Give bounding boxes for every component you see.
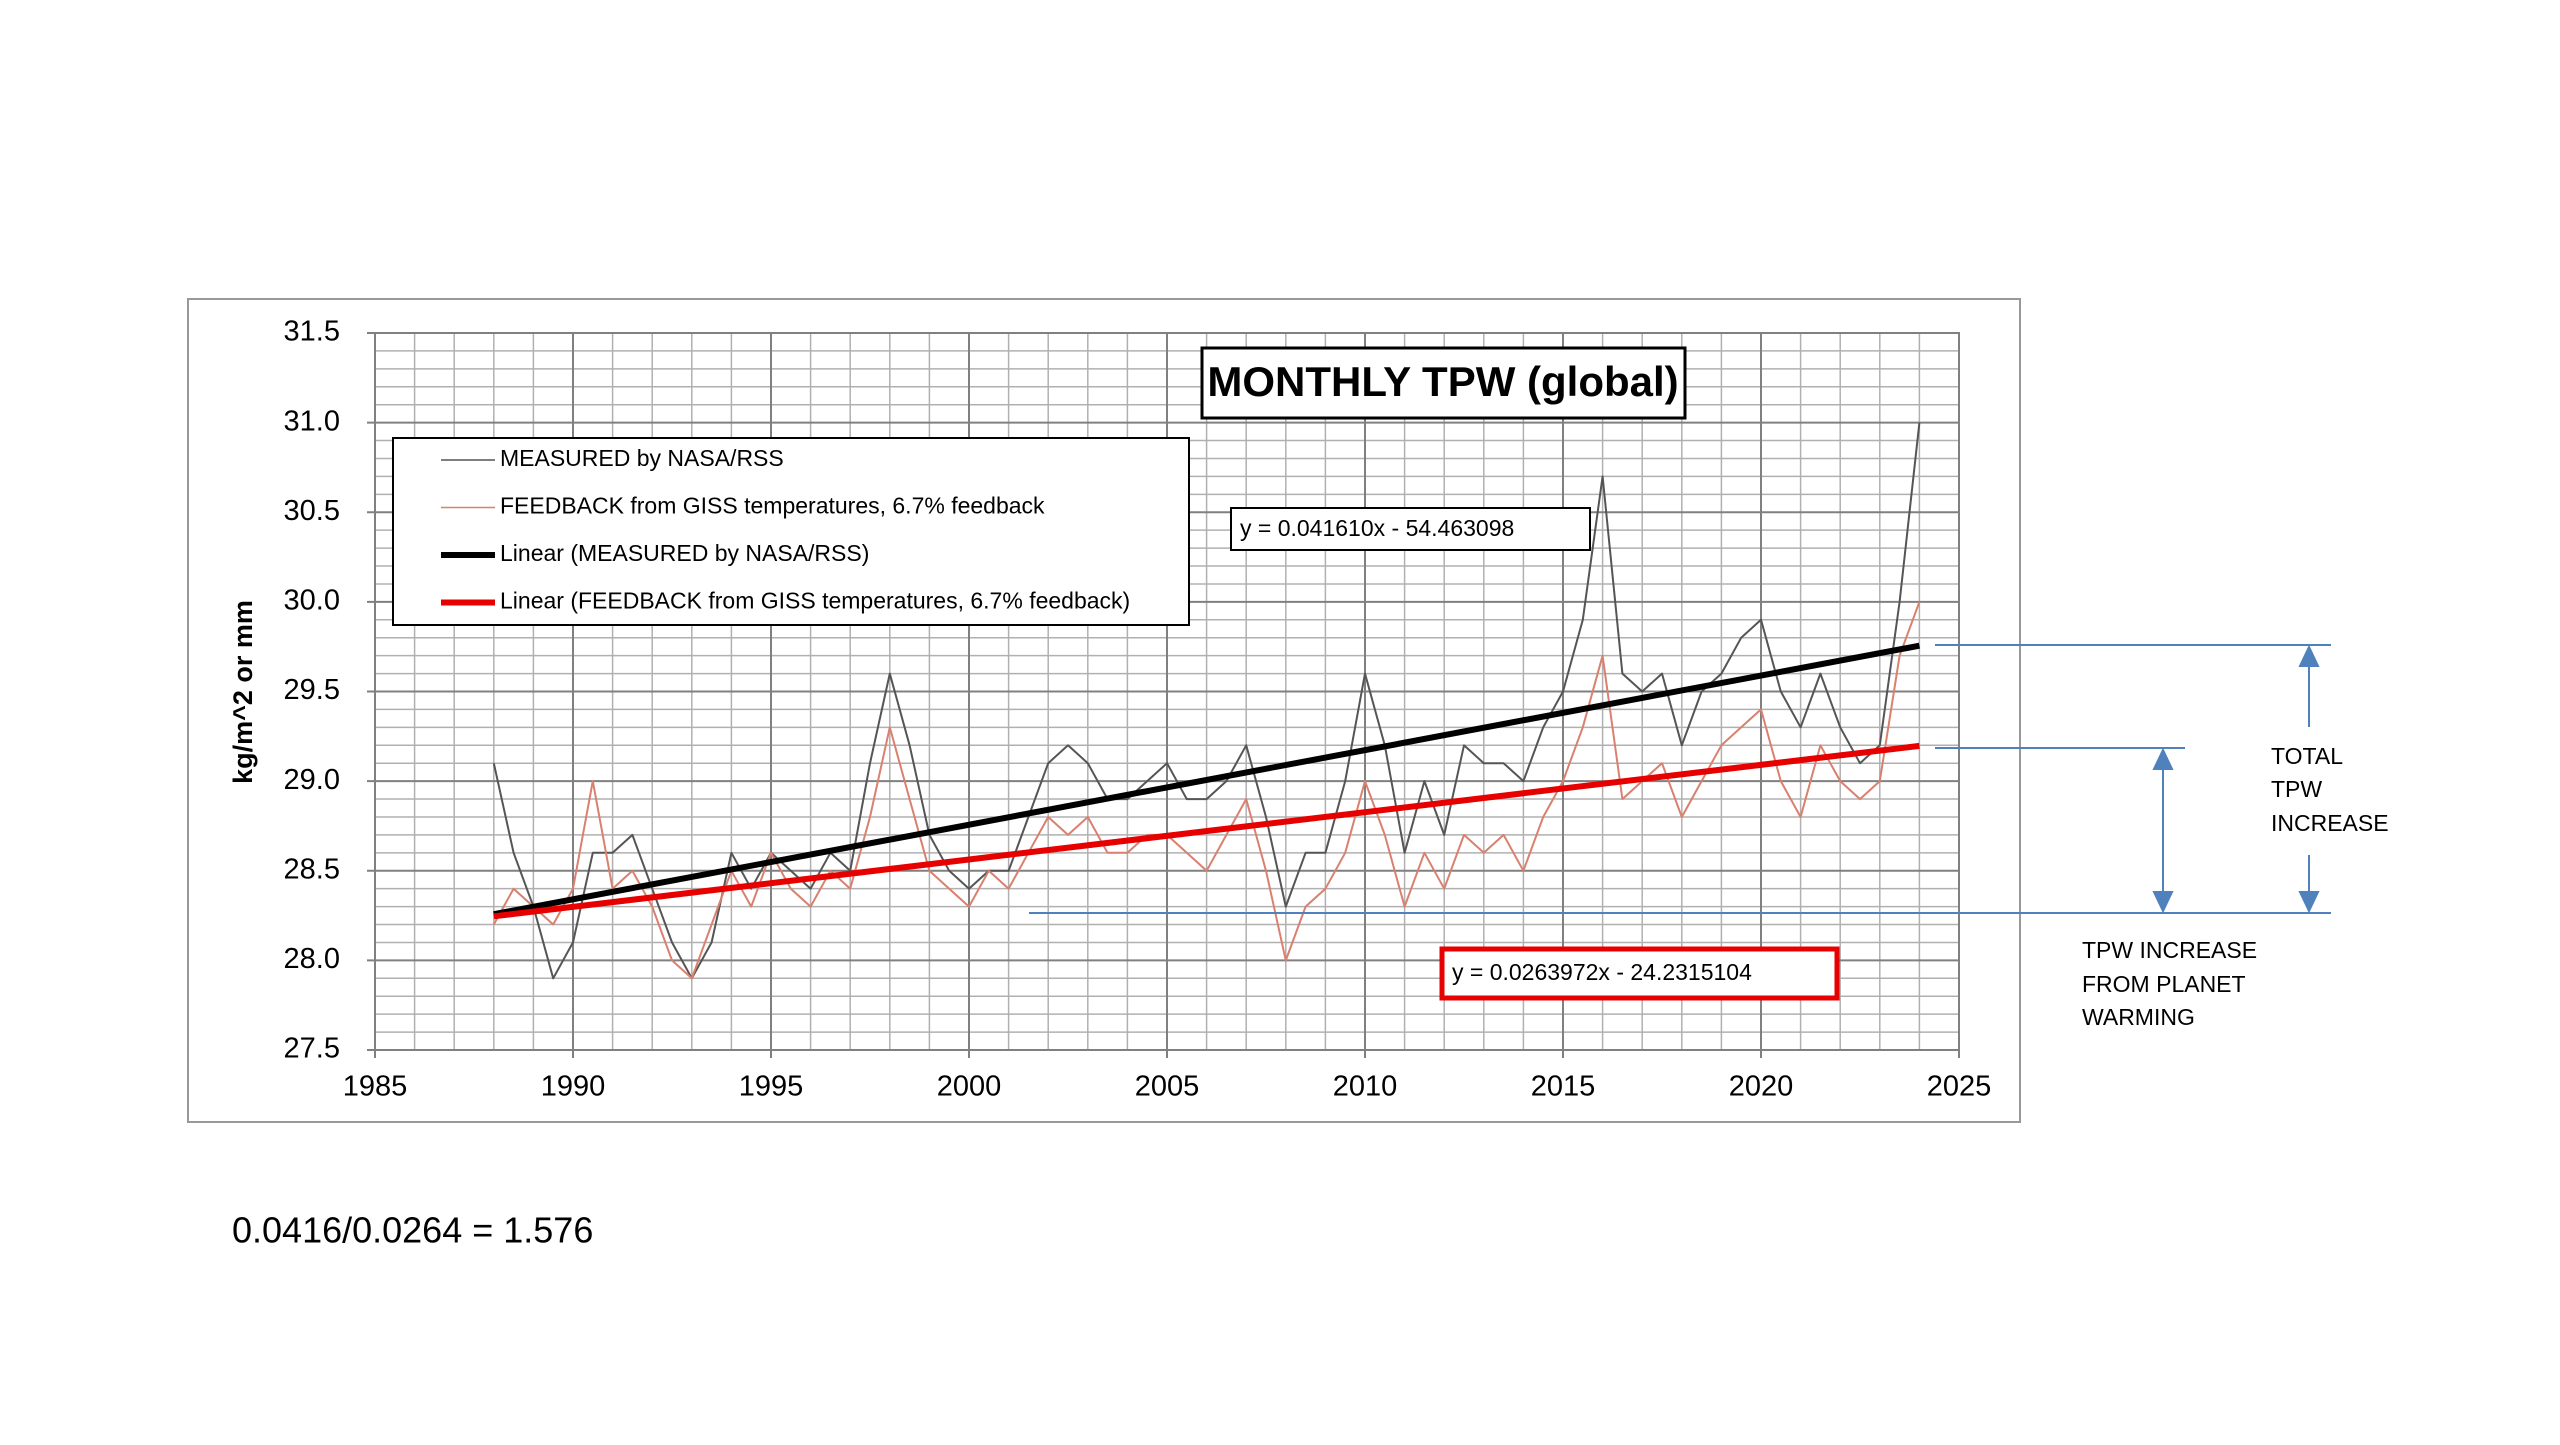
equation-box — [1230, 507, 1591, 551]
trend-line — [493, 642, 1920, 918]
x-tick-label: 2000 — [937, 1071, 1002, 1103]
x-tick-label: 2020 — [1729, 1071, 1794, 1103]
x-tick-label: 1985 — [343, 1071, 408, 1103]
title-box — [1200, 346, 1687, 420]
y-tick-label: 28.5 — [284, 853, 340, 885]
arrow-head — [2152, 891, 2174, 914]
arrow-head — [2298, 644, 2320, 667]
side-note: TPW INCREASE — [2082, 937, 2257, 963]
y-tick-label: 29.0 — [284, 764, 340, 796]
chart-title: MONTHLY TPW (global) — [1207, 358, 1678, 405]
equation: y = 0.041610x - 54.463098 — [1240, 515, 1514, 541]
data-line — [492, 422, 1921, 980]
legend-label: FEEDBACK from GISS temperatures, 6.7% fe… — [500, 493, 1045, 519]
side-note: WARMING — [2082, 1004, 2195, 1030]
plot — [492, 422, 1921, 980]
y-tick-label: 31.0 — [284, 405, 340, 437]
legend-label: MEASURED by NASA/RSS — [500, 445, 784, 471]
equation: y = 0.0263972x - 24.2315104 — [1452, 959, 1752, 985]
increase-markers — [1029, 644, 2331, 914]
y-tick-label: 27.5 — [284, 1033, 340, 1065]
y-tick-label: 31.5 — [284, 316, 340, 348]
y-tick-label: 30.5 — [284, 495, 340, 527]
x-tick-label: 2005 — [1135, 1071, 1200, 1103]
legend — [392, 437, 1190, 626]
legend-label: Linear (FEEDBACK from GISS temperatures,… — [500, 588, 1130, 614]
side-note: FROM PLANET — [2082, 971, 2246, 997]
arrow-head — [2298, 891, 2320, 914]
x-tick-label: 2025 — [1927, 1071, 1992, 1103]
trend-line — [493, 742, 1920, 920]
y-tick-label: 30.0 — [284, 585, 340, 617]
x-tick-label: 2015 — [1531, 1071, 1596, 1103]
legend-label: Linear (MEASURED by NASA/RSS) — [500, 540, 869, 566]
x-tick-label: 1990 — [541, 1071, 606, 1103]
y-axis-label: kg/m^2 or mm — [228, 600, 258, 784]
x-tick-label: 1995 — [739, 1071, 804, 1103]
arrow-head — [2152, 747, 2174, 770]
x-tick-label: 2010 — [1333, 1071, 1398, 1103]
plot-border — [374, 332, 1960, 1051]
side-note: INCREASE — [2271, 810, 2389, 836]
footnote: 0.0416/0.0264 = 1.576 — [232, 1210, 593, 1251]
y-tick-label: 29.5 — [284, 674, 340, 706]
side-note: TOTAL — [2271, 743, 2343, 769]
side-note: TPW — [2271, 776, 2322, 802]
y-tick-label: 28.0 — [284, 943, 340, 975]
legend-entries: MEASURED by NASA/RSS FEEDBACK from GISS t… — [441, 445, 1130, 614]
equation-box — [1439, 946, 1840, 1001]
